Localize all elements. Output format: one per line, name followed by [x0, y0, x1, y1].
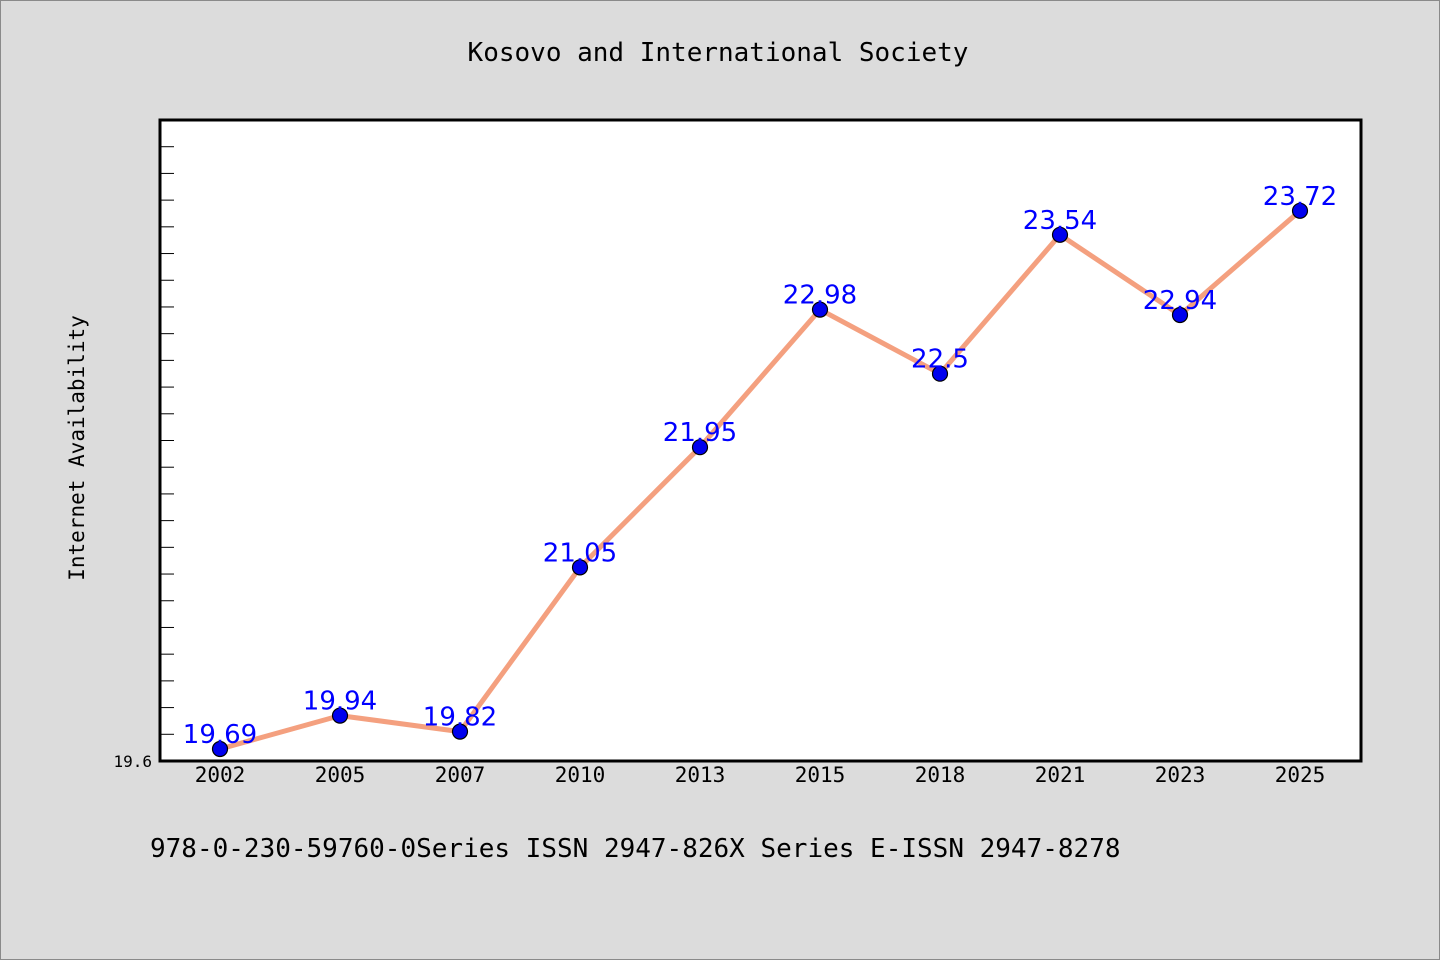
x-tick-label: 2018: [915, 763, 966, 787]
y-axis-label: Internet Availability: [65, 315, 89, 581]
x-axis-tick-labels: 2002 2005 2007 2010 2013 2015 2018 2021 2023 2025: [195, 763, 1326, 787]
data-point-marker: [1291, 202, 1309, 219]
x-tick-label: 2013: [675, 763, 726, 787]
data-point-marker: [451, 723, 469, 740]
data-label: 22.5: [911, 345, 969, 375]
data-label: 19.94: [303, 687, 377, 717]
x-tick-label: 2010: [555, 763, 606, 787]
plot-area: [158, 118, 1363, 763]
data-point-marker: [931, 365, 949, 382]
data-point-marker: [571, 559, 589, 576]
y-tick-label: 19.6: [113, 752, 152, 771]
data-label: 23.72: [1263, 182, 1337, 212]
data-point-marker: [211, 740, 229, 758]
x-tick-label: 2025: [1275, 763, 1326, 787]
x-tick-label: 2007: [435, 763, 486, 787]
data-label: 21.95: [663, 418, 737, 448]
data-label: 22.98: [783, 281, 857, 311]
x-tick-label: 2023: [1155, 763, 1206, 787]
data-label: 19.82: [423, 703, 497, 733]
data-label: 22.94: [1143, 286, 1217, 316]
data-labels: 19.69 19.94 19.82 21.05 21.95 22.98 22.5 23.54 2…: [183, 182, 1337, 750]
data-point-marker: [331, 707, 349, 724]
data-point-marker: [811, 301, 829, 318]
chart-title: Kosovo and International Society: [468, 38, 969, 68]
data-label: 19.69: [183, 720, 257, 750]
data-label: 23.54: [1023, 206, 1097, 236]
data-point-marker: [691, 439, 709, 456]
y-axis-ticks: [160, 146, 174, 735]
x-tick-label: 2002: [195, 763, 246, 787]
y-axis-tick-labels: 19.6: [113, 752, 152, 771]
series-line: [217, 208, 1303, 752]
x-tick-label: 2015: [795, 763, 846, 787]
series-markers: [211, 202, 1309, 758]
footnote-isbn-issn: 978-0-230-59760-0Series ISSN 2947-826X S…: [150, 834, 1121, 864]
data-point-marker: [1051, 226, 1069, 243]
data-label: 21.05: [543, 538, 617, 568]
data-point-marker: [1171, 306, 1189, 324]
x-tick-label: 2021: [1035, 763, 1086, 787]
series-line-group: [217, 208, 1303, 752]
x-tick-label: 2005: [315, 763, 366, 787]
